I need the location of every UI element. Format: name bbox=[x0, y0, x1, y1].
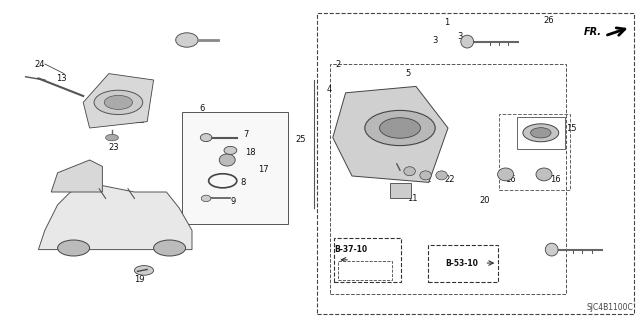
Circle shape bbox=[104, 95, 132, 109]
Text: 11: 11 bbox=[408, 194, 418, 203]
Ellipse shape bbox=[420, 171, 431, 180]
Circle shape bbox=[531, 128, 551, 138]
Ellipse shape bbox=[200, 134, 212, 142]
Text: 7: 7 bbox=[244, 130, 249, 139]
Text: B-37-10: B-37-10 bbox=[334, 245, 367, 254]
Text: 5: 5 bbox=[406, 69, 411, 78]
Ellipse shape bbox=[436, 171, 447, 180]
Text: 20: 20 bbox=[404, 143, 415, 152]
Bar bbox=[330, 64, 566, 294]
Text: 4: 4 bbox=[327, 85, 332, 94]
Ellipse shape bbox=[219, 154, 236, 166]
Text: 21: 21 bbox=[395, 165, 405, 174]
Text: 3: 3 bbox=[457, 32, 462, 41]
Bar bbox=[317, 13, 634, 314]
Text: B-49-25: B-49-25 bbox=[348, 266, 381, 275]
Polygon shape bbox=[38, 186, 192, 250]
Ellipse shape bbox=[545, 243, 558, 256]
Text: 23: 23 bbox=[109, 143, 119, 152]
Text: 16: 16 bbox=[550, 175, 561, 184]
Circle shape bbox=[106, 134, 118, 141]
Bar bbox=[338, 261, 392, 280]
Text: 17: 17 bbox=[259, 165, 269, 174]
Text: 20: 20 bbox=[480, 196, 490, 204]
Bar bbox=[182, 112, 288, 224]
Circle shape bbox=[58, 240, 90, 256]
Text: 16: 16 bbox=[506, 175, 516, 184]
Circle shape bbox=[134, 266, 154, 275]
Ellipse shape bbox=[224, 147, 237, 155]
Bar bbox=[390, 183, 411, 198]
Polygon shape bbox=[83, 74, 154, 128]
Text: 22: 22 bbox=[422, 175, 432, 184]
Text: SJC4B1100C: SJC4B1100C bbox=[587, 303, 634, 312]
Text: 19: 19 bbox=[134, 276, 145, 284]
Text: 8: 8 bbox=[241, 178, 246, 187]
Bar bbox=[517, 117, 565, 149]
Bar bbox=[334, 238, 401, 282]
Circle shape bbox=[523, 124, 559, 142]
Ellipse shape bbox=[201, 195, 211, 202]
Polygon shape bbox=[333, 86, 448, 182]
Circle shape bbox=[380, 118, 420, 138]
Text: 24: 24 bbox=[35, 60, 45, 68]
Bar bbox=[499, 114, 570, 190]
Ellipse shape bbox=[404, 167, 415, 176]
Text: 15: 15 bbox=[566, 124, 576, 132]
Circle shape bbox=[365, 110, 435, 146]
Text: 25: 25 bbox=[296, 135, 306, 144]
Ellipse shape bbox=[175, 33, 198, 47]
Ellipse shape bbox=[461, 35, 474, 48]
Text: 12: 12 bbox=[134, 116, 145, 124]
Text: 6: 6 bbox=[199, 104, 204, 113]
Bar bbox=[428, 245, 498, 282]
Text: 3: 3 bbox=[433, 36, 438, 45]
Text: FR.: FR. bbox=[584, 27, 602, 37]
Text: B-53-10: B-53-10 bbox=[445, 259, 479, 268]
Ellipse shape bbox=[536, 168, 552, 181]
Circle shape bbox=[154, 240, 186, 256]
Circle shape bbox=[94, 90, 143, 115]
Text: 9: 9 bbox=[231, 197, 236, 206]
Polygon shape bbox=[51, 160, 102, 192]
Text: 1: 1 bbox=[444, 18, 449, 27]
Text: 10: 10 bbox=[178, 37, 188, 46]
Text: 18: 18 bbox=[246, 148, 256, 157]
Ellipse shape bbox=[498, 168, 514, 181]
Text: 26: 26 bbox=[544, 16, 554, 25]
Text: 22: 22 bbox=[444, 175, 454, 184]
Text: 13: 13 bbox=[56, 74, 67, 83]
Text: 14: 14 bbox=[109, 215, 119, 224]
Text: 2: 2 bbox=[335, 60, 340, 68]
